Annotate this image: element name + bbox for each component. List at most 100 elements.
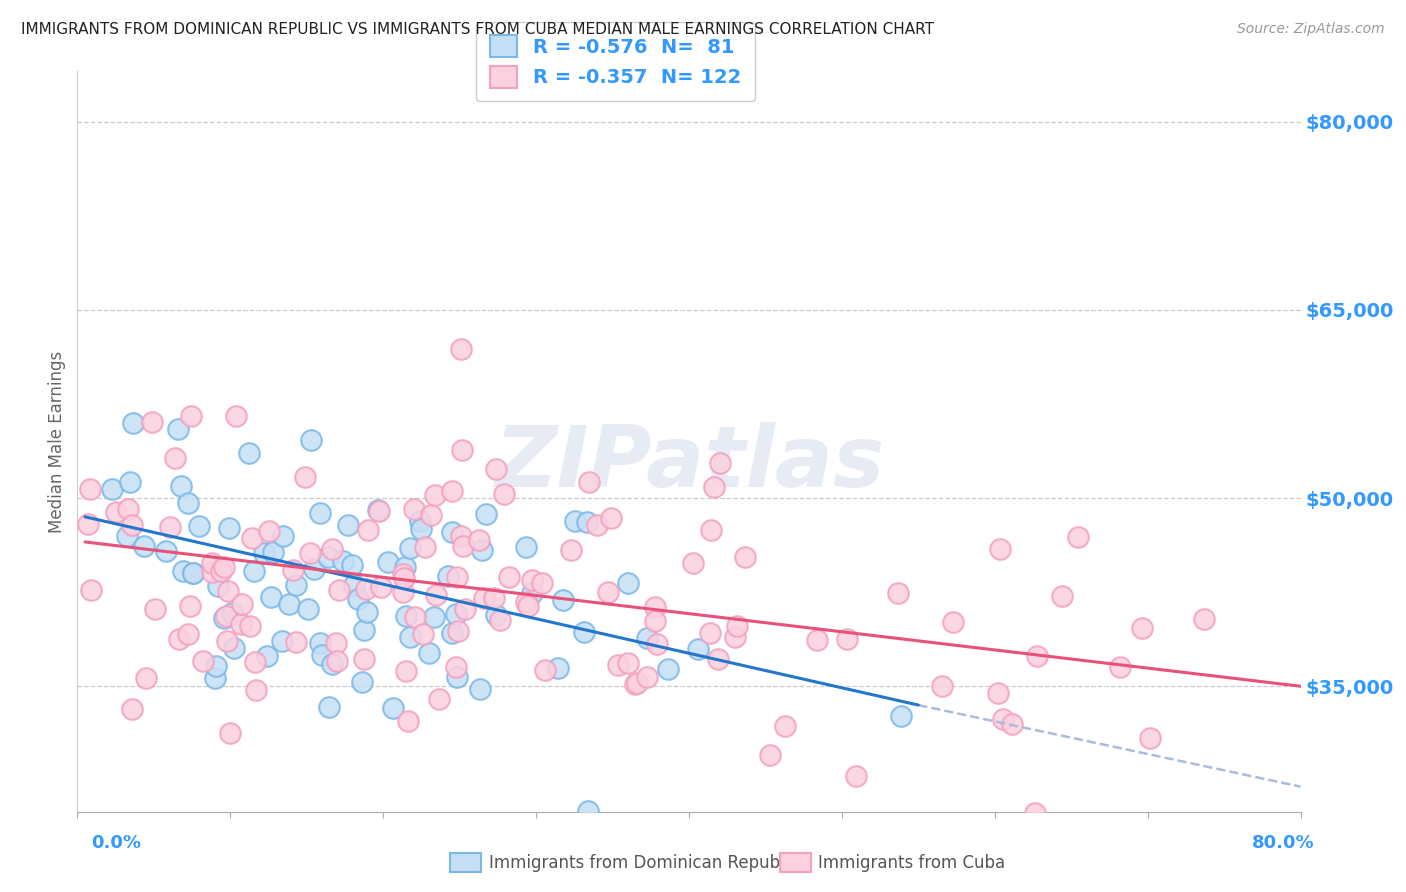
Point xyxy=(606,658,628,673)
Point xyxy=(218,726,240,740)
Point xyxy=(180,409,202,423)
Point xyxy=(576,516,599,530)
Point xyxy=(585,517,607,532)
Point xyxy=(846,822,869,836)
Point xyxy=(143,602,166,616)
Point xyxy=(215,633,238,648)
Point xyxy=(240,531,263,545)
Point xyxy=(179,599,201,614)
Point xyxy=(391,585,413,599)
Point xyxy=(1024,805,1046,820)
Point xyxy=(520,586,543,600)
Point xyxy=(343,578,366,592)
Point xyxy=(285,634,308,648)
Point xyxy=(221,606,243,620)
Point xyxy=(298,545,321,559)
Point xyxy=(214,611,236,625)
Point xyxy=(1001,717,1024,731)
Point xyxy=(326,655,349,669)
Point xyxy=(271,528,294,542)
Point xyxy=(415,541,437,555)
Point xyxy=(520,573,543,587)
Point xyxy=(887,585,910,599)
Point xyxy=(411,522,433,536)
Point xyxy=(170,478,193,492)
Point xyxy=(773,719,796,733)
Point xyxy=(201,556,224,570)
Point xyxy=(485,462,508,476)
Point xyxy=(471,543,494,558)
Point xyxy=(122,416,145,430)
Point xyxy=(104,505,127,519)
Point xyxy=(645,637,668,651)
Point xyxy=(993,712,1015,726)
Point xyxy=(395,665,418,679)
Y-axis label: Median Male Earnings: Median Male Earnings xyxy=(48,351,66,533)
Point xyxy=(117,502,139,516)
Point xyxy=(79,482,101,496)
Point xyxy=(399,541,422,555)
Point xyxy=(302,562,325,576)
Point xyxy=(942,615,965,629)
Point xyxy=(217,583,239,598)
Point xyxy=(394,571,416,585)
Point xyxy=(297,602,319,616)
Point xyxy=(436,569,458,583)
Point xyxy=(492,487,515,501)
Point xyxy=(262,544,284,558)
Point xyxy=(657,662,679,676)
Point xyxy=(367,503,389,517)
Text: 0.0%: 0.0% xyxy=(91,834,142,852)
Point xyxy=(759,747,782,762)
Point xyxy=(423,610,446,624)
Point xyxy=(115,529,138,543)
Point xyxy=(475,507,498,521)
Text: Immigrants from Dominican Republic: Immigrants from Dominican Republic xyxy=(489,854,799,871)
Point xyxy=(336,518,359,533)
Point xyxy=(845,769,868,783)
Point xyxy=(155,544,177,558)
Point xyxy=(806,632,828,647)
Point xyxy=(498,570,520,584)
Point xyxy=(353,623,375,637)
Point xyxy=(188,519,211,533)
Point xyxy=(644,614,666,628)
Text: ZIPatlas: ZIPatlas xyxy=(494,422,884,505)
Point xyxy=(419,508,441,523)
Point xyxy=(80,582,103,597)
Point xyxy=(181,566,204,581)
Point xyxy=(309,506,332,520)
Point xyxy=(988,541,1011,556)
Point xyxy=(121,701,143,715)
Point xyxy=(699,626,721,640)
Point xyxy=(205,658,228,673)
Point xyxy=(316,550,339,565)
Point xyxy=(636,631,658,645)
Point xyxy=(440,625,463,640)
Point xyxy=(238,446,260,460)
Point xyxy=(368,503,391,517)
Point xyxy=(515,595,537,609)
Point xyxy=(215,608,238,623)
Point xyxy=(177,627,200,641)
Point xyxy=(256,649,278,664)
Point xyxy=(734,549,756,564)
Point xyxy=(332,554,354,568)
Point xyxy=(485,607,508,622)
Point xyxy=(412,627,434,641)
Point xyxy=(377,555,399,569)
Point xyxy=(281,563,304,577)
Point xyxy=(225,409,247,424)
Point xyxy=(547,661,569,675)
Point xyxy=(931,680,953,694)
Point xyxy=(578,805,600,819)
Point xyxy=(560,543,582,558)
Point xyxy=(318,700,340,714)
Point xyxy=(482,591,505,606)
Point xyxy=(427,691,450,706)
Point xyxy=(340,558,363,573)
Point xyxy=(395,609,418,624)
Point xyxy=(468,681,491,696)
Point xyxy=(425,588,447,602)
Text: Immigrants from Cuba: Immigrants from Cuba xyxy=(818,854,1005,871)
